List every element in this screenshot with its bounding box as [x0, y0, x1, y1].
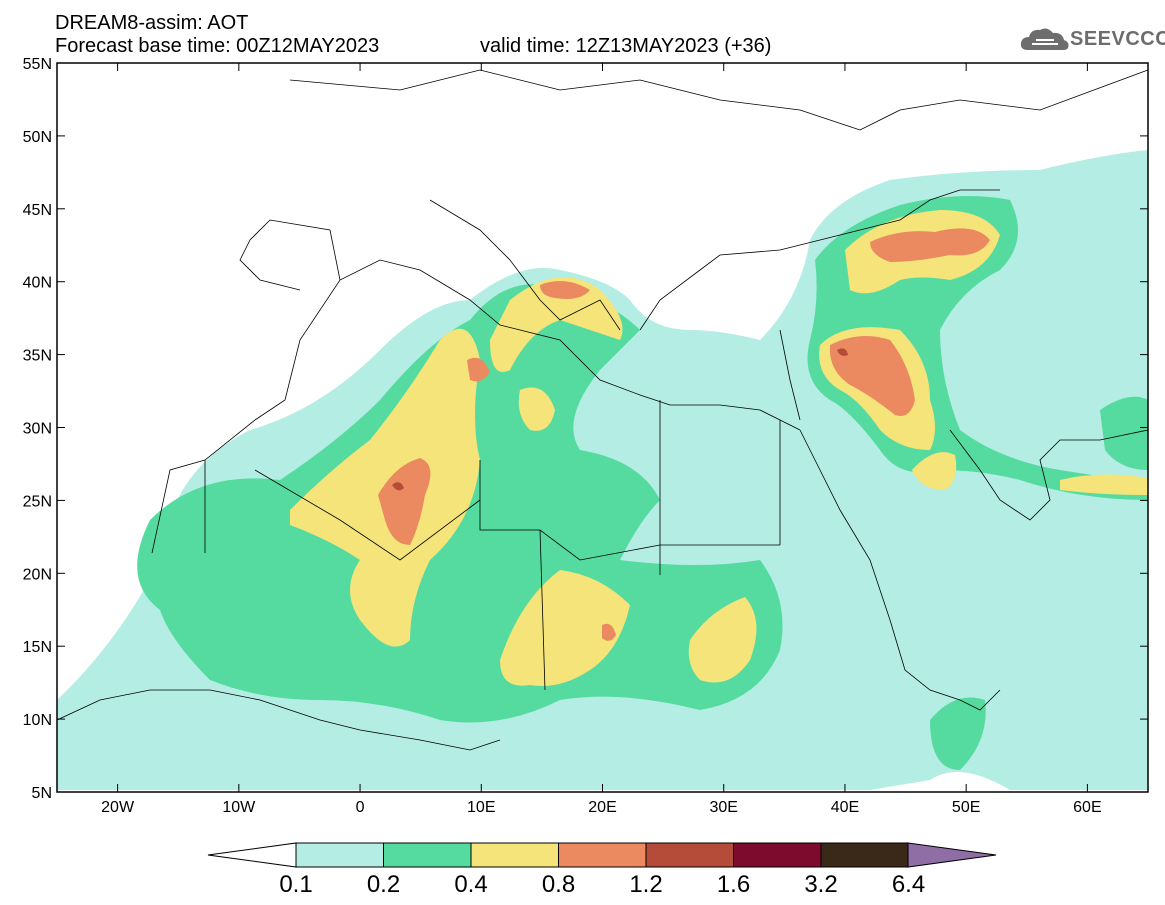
aot-band-1.2 [392, 482, 404, 491]
aot-band-1.2 [837, 348, 848, 356]
lat-label: 20N [23, 566, 52, 583]
lon-label: 20W [101, 799, 135, 816]
colorbar-cell [820, 842, 909, 868]
aot-band-0.4 [688, 597, 757, 683]
lon-label: 0 [356, 799, 365, 816]
colorbar-cell [470, 842, 559, 868]
aot-band-0.8 [602, 623, 616, 641]
lon-label: 10E [467, 799, 495, 816]
lat-label: 45N [23, 202, 52, 219]
lat-label: 15N [23, 639, 52, 656]
lon-label: 50E [952, 799, 980, 816]
lat-label: 5N [32, 785, 52, 802]
lat-labels: 55N 50N 45N 40N 35N 30N 25N 20N 15N 10N 5N [23, 56, 52, 802]
lat-label: 50N [23, 129, 52, 146]
colorbar-label: 0.8 [541, 871, 576, 898]
aot-band-0.4 [500, 570, 630, 686]
lon-label: 30E [709, 799, 737, 816]
lon-label: 40E [831, 799, 859, 816]
aot-band-0.8 [870, 228, 990, 262]
colorbar-label: 6.4 [891, 871, 926, 898]
colorbar-label: 0.1 [279, 871, 313, 898]
map-title: DREAM8-assim: AOT [55, 12, 249, 34]
colorbar-label: 3.2 [804, 871, 838, 898]
axis-ticks [57, 62, 1148, 793]
colorbar-cell [558, 842, 647, 868]
lon-label: 60E [1073, 799, 1101, 816]
aot-band-0.2 [930, 697, 986, 770]
colorbar-label: 0.4 [454, 871, 488, 898]
aot-band-0.4 [518, 387, 555, 431]
colorbar-cell [645, 842, 734, 868]
colorbar-cell [295, 842, 384, 868]
lat-label: 55N [23, 56, 52, 73]
aot-band-0.8 [378, 458, 431, 545]
lat-label: 40N [23, 275, 52, 292]
lat-label: 35N [23, 348, 52, 365]
forecast-base-time: Forecast base time: 00Z12MAY2023 [55, 35, 380, 57]
aot-band-0.4 [490, 277, 623, 372]
aot-band-0.4 [912, 452, 957, 490]
colorbar-label: 1.2 [629, 871, 663, 898]
aot-band-0.4 [1060, 474, 1148, 495]
colorbar-left-arrow [207, 842, 297, 868]
lat-label: 25N [23, 493, 52, 510]
colorbar-label: 0.2 [366, 871, 401, 898]
coastlines [57, 69, 1148, 751]
aot-band-0.8 [467, 357, 490, 382]
logo-text: SEEVCCC [1070, 28, 1165, 50]
valid-time: valid time: 12Z13MAY2023 (+36) [480, 35, 772, 57]
cloud-icon [1020, 28, 1069, 50]
lon-labels: 20W 10W 0 10E 20E 30E 40E 50E 60E [101, 799, 1101, 816]
lon-label: 10W [222, 799, 256, 816]
colorbar-cell [383, 842, 472, 868]
lat-label: 30N [23, 421, 52, 438]
lon-label: 20E [588, 799, 616, 816]
aot-band-0.8 [540, 281, 590, 299]
colorbar-right-arrow [907, 842, 997, 868]
colorbar-label: 1.6 [716, 871, 751, 898]
aot-band-0.2 [1100, 396, 1148, 470]
aot-band-0.8 [829, 336, 915, 416]
lat-label: 10N [23, 712, 52, 729]
colorbar-cell [733, 842, 822, 868]
